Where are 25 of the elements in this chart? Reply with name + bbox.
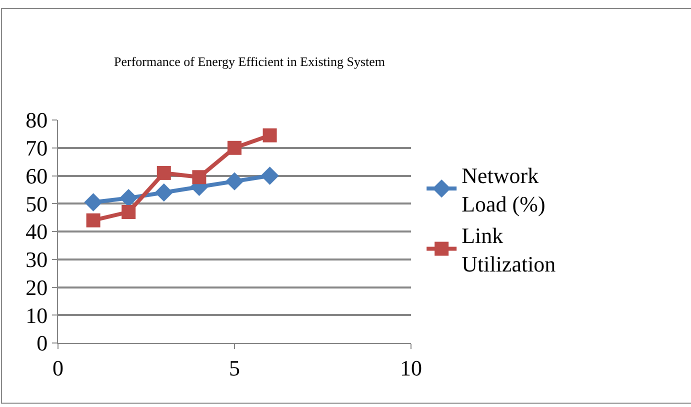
point <box>225 172 244 190</box>
x-tick-label: 5 <box>229 355 240 380</box>
point <box>192 170 206 184</box>
y-tick-label: 50 <box>26 191 48 216</box>
point <box>154 183 173 202</box>
y-tick-label: 30 <box>26 247 48 272</box>
x-tick-label: 0 <box>52 355 64 380</box>
legend-label: Link Utilization <box>462 223 556 277</box>
y-tick-label: 40 <box>26 219 48 244</box>
x-tick-label: 10 <box>400 355 422 380</box>
y-tick-label: 60 <box>26 163 48 188</box>
y-tick-label: 80 <box>26 108 48 133</box>
point <box>262 128 277 142</box>
y-tick-label: 20 <box>26 274 48 300</box>
point <box>260 166 279 185</box>
point <box>86 213 100 228</box>
legend-label: Network Load (%) <box>462 162 546 216</box>
chart-title: Performance of Energy Efficient in Existing System <box>114 54 386 70</box>
point <box>228 140 242 155</box>
y-tick-label: 10 <box>26 302 48 328</box>
point <box>156 166 171 180</box>
point <box>84 193 102 212</box>
y-tick-label: 70 <box>26 136 48 161</box>
point <box>122 204 136 219</box>
y-tick-label: 0 <box>36 330 48 356</box>
